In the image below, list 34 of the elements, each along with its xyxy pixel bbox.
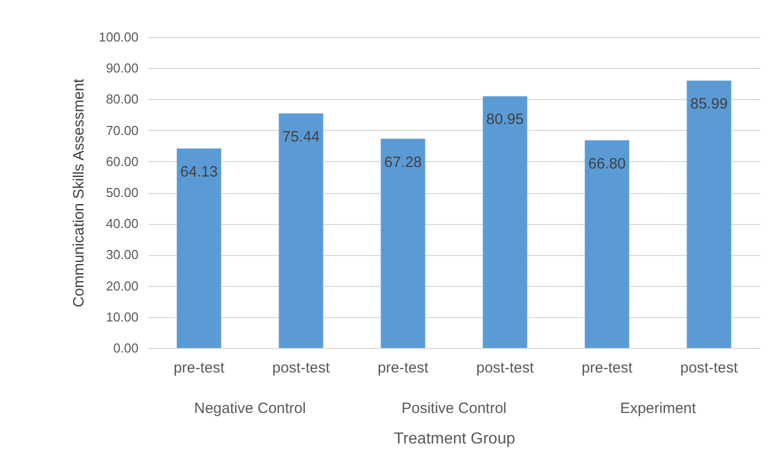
data-label: 85.99 bbox=[690, 96, 728, 113]
y-tick-label: 50.00 bbox=[106, 185, 138, 200]
y-axis-title: Communication Skills Assessment bbox=[70, 78, 88, 308]
y-tick-label: 0.00 bbox=[113, 340, 138, 356]
x-axis-title: Treatment Group bbox=[394, 430, 516, 448]
y-tick-label: 10.00 bbox=[106, 309, 138, 324]
y-tick-label: 60.00 bbox=[106, 154, 138, 169]
data-label: 75.44 bbox=[282, 128, 320, 146]
bar bbox=[482, 96, 528, 348]
text: Experiment bbox=[619, 400, 697, 417]
bar bbox=[176, 148, 222, 348]
y-tick-label: 70.00 bbox=[106, 122, 138, 138]
bar bbox=[278, 113, 324, 348]
data-label: 80.95 bbox=[486, 111, 524, 128]
y-tick-label: 90.00 bbox=[106, 60, 138, 76]
y-tick-label: 30.00 bbox=[106, 247, 138, 262]
x-tick-label: pre-test bbox=[378, 360, 430, 376]
x-tick-label: post-test bbox=[272, 360, 331, 376]
y-tick-label: 100.00 bbox=[98, 30, 138, 44]
text: Negative Control bbox=[193, 400, 307, 417]
data-label: 67.28 bbox=[384, 154, 422, 171]
y-tick-label: 40.00 bbox=[106, 216, 138, 232]
bar bbox=[380, 138, 426, 348]
y-tick-label: 20.00 bbox=[106, 278, 138, 294]
data-label: 66.80 bbox=[588, 155, 626, 172]
text: Positive Control bbox=[400, 400, 508, 417]
bar bbox=[584, 140, 630, 348]
data-label: 64.13 bbox=[180, 164, 218, 181]
bar bbox=[686, 80, 732, 348]
x-tick-label: pre-test bbox=[582, 360, 634, 376]
y-tick-label: 80.00 bbox=[106, 92, 138, 107]
x-tick-label: pre-test bbox=[174, 360, 226, 376]
x-tick-label: post-test bbox=[476, 360, 535, 376]
x-tick-label: post-test bbox=[680, 360, 739, 376]
